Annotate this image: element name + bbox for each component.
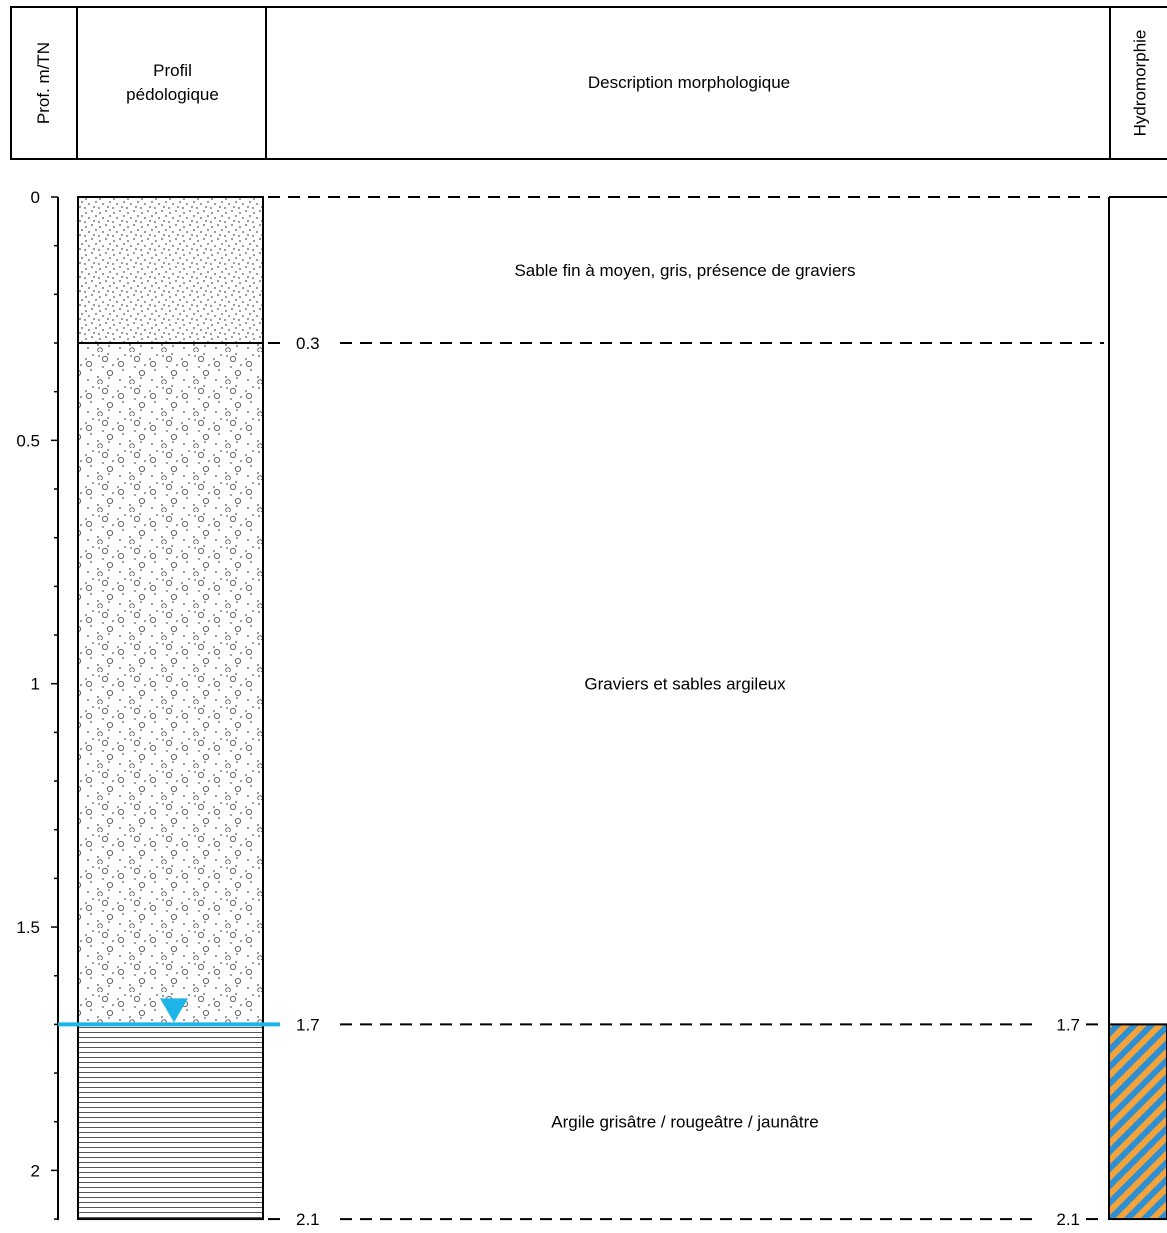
- diagram-labels: Sable fin à moyen, gris, présence de gra…: [296, 261, 1080, 1229]
- profile-column-header: Profil pédologique: [76, 8, 267, 158]
- profile-header-line1: Profil: [153, 61, 192, 80]
- layer-description: Argile grisâtre / rougeâtre / jaunâtre: [551, 1113, 818, 1132]
- hydromorphy-column: [1108, 196, 1167, 1221]
- depth-column-header: Prof. m/TN: [10, 8, 77, 158]
- depth-tick-label: 0: [31, 188, 40, 207]
- boundary-lines: [268, 196, 1104, 1221]
- layer-description: Sable fin à moyen, gris, présence de gra…: [514, 261, 855, 280]
- depth-tick-label: 2: [31, 1161, 40, 1180]
- depth-tick-label: 1: [31, 675, 40, 694]
- depth-tick-label: 1.5: [16, 918, 40, 937]
- water-table: [58, 998, 280, 1027]
- profile-layers: [77, 196, 264, 1221]
- layer-description: Graviers et sables argileux: [584, 675, 786, 694]
- boundary-depth-label: 0.3: [296, 334, 320, 353]
- description-header-label: Description morphologique: [587, 73, 791, 92]
- water-level-triangle-icon: [160, 998, 188, 1023]
- hydromorphy-depth-label: 2.1: [1056, 1210, 1080, 1229]
- hydromorphy-column-header: Hydromorphie: [1109, 8, 1167, 158]
- layer-gravel-sand: [77, 342, 264, 1026]
- depth-axis: 0 0.5 1 1.5 2: [16, 188, 59, 1221]
- layer-clay: [77, 1023, 264, 1221]
- layer-fine-sand: [77, 196, 264, 345]
- boundary-depth-label: 1.7: [296, 1015, 320, 1034]
- hydromorphy-depth-label: 1.7: [1056, 1015, 1080, 1034]
- depth-tick-label: 0.5: [16, 431, 40, 450]
- description-column-header: Description morphologique: [265, 8, 1111, 158]
- log-header: Prof. m/TN Profil pédologique Descriptio…: [10, 6, 1167, 160]
- profile-header-line2: pédologique: [126, 85, 219, 104]
- hydromorphy-zone: [1108, 1023, 1167, 1221]
- boundary-depth-label: 2.1: [296, 1210, 320, 1229]
